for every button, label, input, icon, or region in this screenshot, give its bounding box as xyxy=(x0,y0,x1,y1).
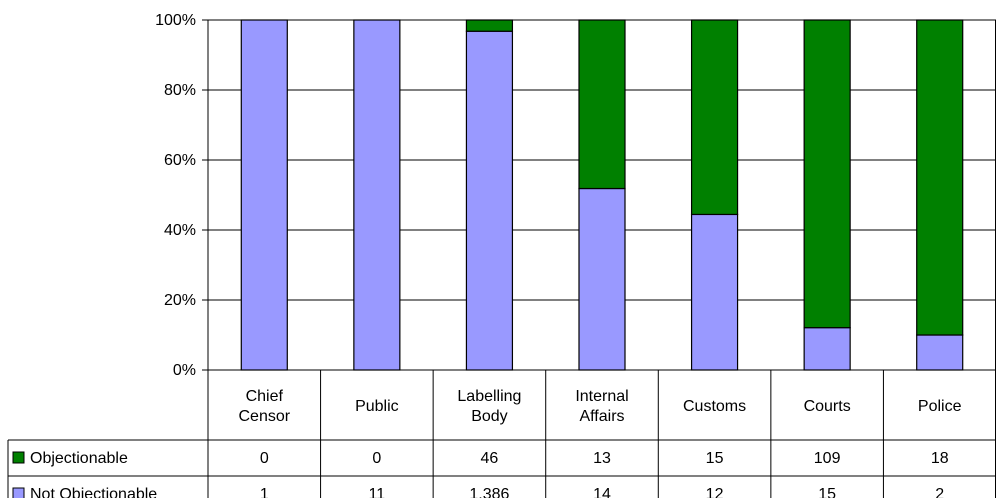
data-table-value: 15 xyxy=(706,450,724,467)
bar-not-objectionable xyxy=(916,334,964,371)
data-table-value: 1,386 xyxy=(469,486,509,498)
y-tick-label: 0% xyxy=(173,362,196,379)
bar-not-objectionable xyxy=(240,19,288,371)
legend-key xyxy=(12,451,25,464)
bar-objectionable xyxy=(916,19,964,336)
data-table-value: 13 xyxy=(593,450,611,467)
category-label: Chief xyxy=(246,388,284,405)
category-label: Affairs xyxy=(579,408,624,425)
legend-label: Objectionable xyxy=(30,450,128,467)
bar-objectionable xyxy=(803,19,851,329)
data-table-value: 0 xyxy=(260,450,269,467)
category-label: Customs xyxy=(683,398,746,415)
data-table-value: 14 xyxy=(593,486,611,498)
category-label: Police xyxy=(918,398,962,415)
y-tick-label: 100% xyxy=(155,12,196,29)
category-label: Public xyxy=(355,398,399,415)
data-table-value: 0 xyxy=(372,450,381,467)
data-table-value: 11 xyxy=(369,486,386,498)
category-label: Body xyxy=(471,408,507,425)
bar-objectionable xyxy=(465,19,514,32)
data-table-value: 109 xyxy=(814,450,841,467)
bar-objectionable xyxy=(578,19,626,190)
data-table-value: 12 xyxy=(706,486,724,498)
y-tick-label: 80% xyxy=(164,82,196,99)
bar-not-objectionable xyxy=(803,327,851,371)
category-label: Labelling xyxy=(457,388,521,405)
legend-key xyxy=(12,487,25,498)
category-label: Courts xyxy=(804,398,851,415)
bars xyxy=(240,19,964,371)
bar-not-objectionable xyxy=(690,213,739,371)
legend-label: Not Objectionable xyxy=(30,486,157,498)
bar-not-objectionable xyxy=(353,19,401,371)
y-tick-label: 40% xyxy=(164,222,196,239)
data-table-value: 2 xyxy=(935,486,944,498)
data-table-value: 46 xyxy=(481,450,499,467)
data-table-value: 1 xyxy=(260,486,269,498)
category-label: Censor xyxy=(238,408,290,425)
category-label: Internal xyxy=(575,388,628,405)
data-table-value: 18 xyxy=(931,450,949,467)
bar-not-objectionable xyxy=(465,30,514,371)
y-tick-label: 20% xyxy=(164,292,196,309)
bar-objectionable xyxy=(690,19,739,216)
data-table: Chief Censor Public Labelling Body Internal Af… xyxy=(7,369,996,498)
bar-not-objectionable xyxy=(578,187,626,371)
y-tick-label: 60% xyxy=(164,152,196,169)
data-table-value: 15 xyxy=(818,486,836,498)
